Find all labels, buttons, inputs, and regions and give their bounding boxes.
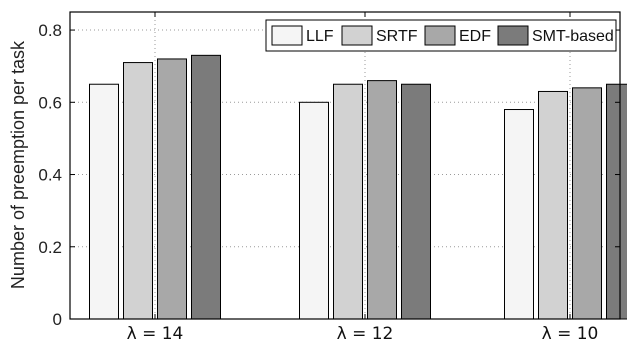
legend-label: EDF (459, 28, 491, 45)
plot-frame (69, 11, 621, 320)
legend-label: SMT-based (532, 28, 614, 45)
legend: LLF SRTF EDF SMT-based (265, 19, 617, 52)
legend-swatch-srtf (341, 25, 373, 46)
legend-swatch-smt-based (497, 25, 529, 46)
bar-smt-based-1 (191, 54, 221, 320)
x-tick-label: λ = 14 (127, 324, 184, 344)
bar-edf-2 (367, 80, 397, 320)
bar-srtf-3 (538, 90, 568, 320)
bar-srtf-2 (333, 83, 363, 320)
bar-srtf-1 (123, 62, 153, 320)
y-tick-label: 0.8 (38, 21, 62, 40)
x-tick-label: λ = 10 (542, 324, 599, 344)
bar-llf-3 (504, 109, 534, 320)
bar-edf-3 (572, 87, 602, 320)
x-tick-label: λ = 12 (337, 324, 394, 344)
bar-llf-1 (89, 83, 119, 320)
y-axis-label: Number of preemption per task (8, 40, 28, 289)
legend-swatch-llf (271, 25, 303, 46)
y-tick-label: 0.4 (38, 166, 62, 185)
bar-smt-based-3 (606, 83, 627, 320)
x-axis-ticks: λ = 14 λ = 12 λ = 10 (127, 12, 599, 344)
bar-llf-2 (299, 101, 329, 320)
y-axis-ticks: 0 0.2 0.4 0.6 0.8 (38, 21, 620, 329)
bar-smt-based-2 (401, 83, 431, 320)
legend-label: LLF (306, 28, 334, 45)
bars-group (89, 54, 627, 320)
bar-edf-1 (157, 58, 187, 320)
legend-label: SRTF (376, 28, 418, 45)
y-tick-label: 0 (53, 310, 62, 329)
y-tick-label: 0.6 (38, 93, 62, 112)
y-tick-label: 0.2 (38, 238, 62, 257)
legend-swatch-edf (424, 25, 456, 46)
